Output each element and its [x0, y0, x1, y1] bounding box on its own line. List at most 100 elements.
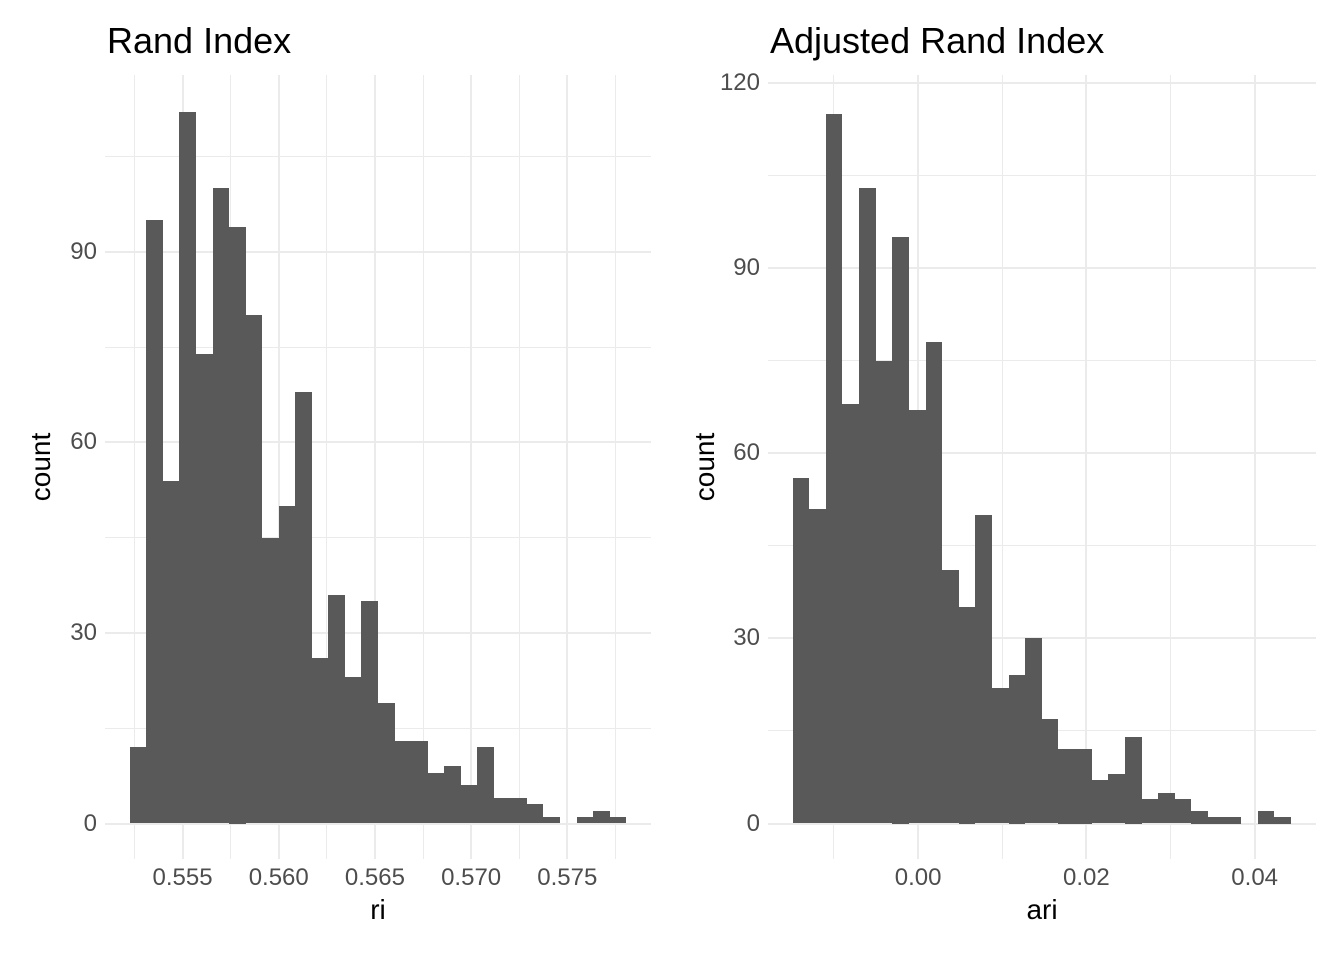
- histogram-bar: [295, 391, 312, 824]
- y-major-gridline: [768, 266, 1316, 269]
- plot-title-rand-index: Rand Index: [107, 20, 292, 61]
- x-tick-label: 0.00: [894, 864, 942, 891]
- y-tick-label: 0: [83, 809, 97, 837]
- x-minor-gridline: [518, 75, 520, 859]
- y-tick-label: 90: [70, 237, 97, 265]
- x-minor-gridline: [133, 75, 135, 859]
- y-tick-label: 30: [70, 618, 97, 646]
- x-major-gridline: [470, 75, 473, 859]
- histogram-bar: [494, 798, 510, 824]
- histogram-bar: [859, 187, 876, 824]
- x-tick-label: 0.555: [152, 864, 213, 891]
- histogram-bar: [577, 817, 593, 824]
- histogram-bar: [130, 747, 146, 824]
- y-major-gridline: [768, 81, 1316, 84]
- histogram-bar: [942, 570, 959, 824]
- histogram-bar: [477, 747, 494, 824]
- x-major-gridline: [1253, 75, 1256, 859]
- histogram-bar: [146, 220, 163, 824]
- x-tick-label: 0.02: [1063, 864, 1110, 891]
- histogram-bar: [1208, 817, 1225, 824]
- y-tick-label: 90: [733, 253, 760, 281]
- x-tick-label: 0.575: [537, 864, 598, 891]
- histogram-bar: [892, 237, 909, 824]
- histogram-bar: [842, 403, 859, 824]
- y-minor-gridline: [105, 156, 651, 158]
- y-major-gridline: [105, 441, 651, 444]
- x-minor-gridline: [326, 75, 328, 859]
- histogram-bar: [262, 537, 279, 824]
- histogram-bar: [246, 315, 262, 824]
- histogram-bar: [328, 594, 345, 824]
- y-minor-gridline: [768, 545, 1316, 547]
- histogram-bar: [1092, 780, 1108, 824]
- x-tick-label: 0.04: [1231, 864, 1279, 891]
- histogram-bar: [1158, 792, 1175, 824]
- x-tick-label: 0.565: [344, 864, 405, 891]
- histogram-bar: [1075, 749, 1092, 824]
- histogram-bar: [510, 798, 527, 824]
- histogram-bar: [444, 766, 461, 824]
- x-axis-title-ri: ri: [370, 894, 386, 925]
- histogram-bar: [1108, 774, 1125, 824]
- y-axis-title-count-left: count: [25, 432, 56, 502]
- histogram-bar: [1042, 718, 1058, 824]
- histogram-bar: [959, 607, 975, 824]
- histogram-bar: [345, 677, 361, 824]
- y-major-gridline: [105, 631, 651, 634]
- x-tick-label: 0.570: [441, 864, 502, 891]
- histogram-bar: [312, 658, 328, 824]
- histogram-bar: [179, 112, 196, 824]
- x-minor-gridline: [422, 75, 424, 859]
- y-major-gridline: [105, 822, 651, 825]
- y-minor-gridline: [768, 360, 1316, 361]
- histogram-bar: [461, 785, 477, 824]
- x-major-gridline: [1085, 75, 1088, 859]
- y-major-gridline: [768, 822, 1316, 825]
- histogram-bar: [1258, 811, 1274, 824]
- histogram-bar: [361, 601, 378, 824]
- plot-title-adjusted-rand-index: Adjusted Rand Index: [770, 20, 1105, 61]
- histogram-bar: [1125, 737, 1142, 824]
- histogram-bar: [279, 505, 295, 824]
- histogram-bar: [1009, 675, 1025, 824]
- histogram-bar: [527, 804, 543, 824]
- histogram-bar: [196, 353, 213, 824]
- histogram-bar: [428, 772, 444, 824]
- y-tick-label: 30: [733, 624, 760, 652]
- histogram-bar: [975, 514, 992, 824]
- y-major-gridline: [105, 250, 651, 253]
- y-major-gridline: [768, 452, 1316, 455]
- histogram-bar: [826, 113, 842, 824]
- histogram-bar: [610, 817, 626, 824]
- x-tick-label: 0.560: [248, 864, 309, 891]
- histogram-bar: [992, 687, 1009, 824]
- histogram-bar: [1025, 638, 1042, 824]
- y-tick-label: 60: [733, 439, 760, 467]
- y-tick-label: 60: [70, 428, 97, 456]
- histogram-bar: [909, 409, 926, 824]
- y-tick-label: 120: [719, 68, 760, 96]
- y-minor-gridline: [768, 174, 1316, 176]
- histogram-bar: [1191, 811, 1208, 824]
- histogram-bar: [163, 480, 179, 824]
- x-minor-gridline: [1001, 75, 1003, 859]
- x-minor-gridline: [614, 75, 616, 859]
- y-axis-title-count-right: count: [689, 432, 720, 502]
- x-axis-title-ari: ari: [1026, 894, 1058, 925]
- histogram-bar: [1175, 798, 1191, 824]
- panel-rand-index: [105, 75, 651, 859]
- y-minor-gridline: [105, 537, 651, 539]
- x-minor-gridline: [1170, 75, 1172, 859]
- histogram-bar: [1274, 817, 1291, 824]
- histogram-bar: [543, 817, 560, 824]
- histogram-bar: [809, 508, 826, 824]
- histogram-bar: [593, 810, 610, 824]
- y-major-gridline: [768, 637, 1316, 640]
- panel-adjusted-rand-index: [768, 75, 1316, 859]
- histogram-bar: [1058, 749, 1075, 824]
- x-major-gridline: [566, 75, 569, 859]
- histogram-bar: [378, 702, 395, 824]
- histogram-bar: [926, 341, 942, 824]
